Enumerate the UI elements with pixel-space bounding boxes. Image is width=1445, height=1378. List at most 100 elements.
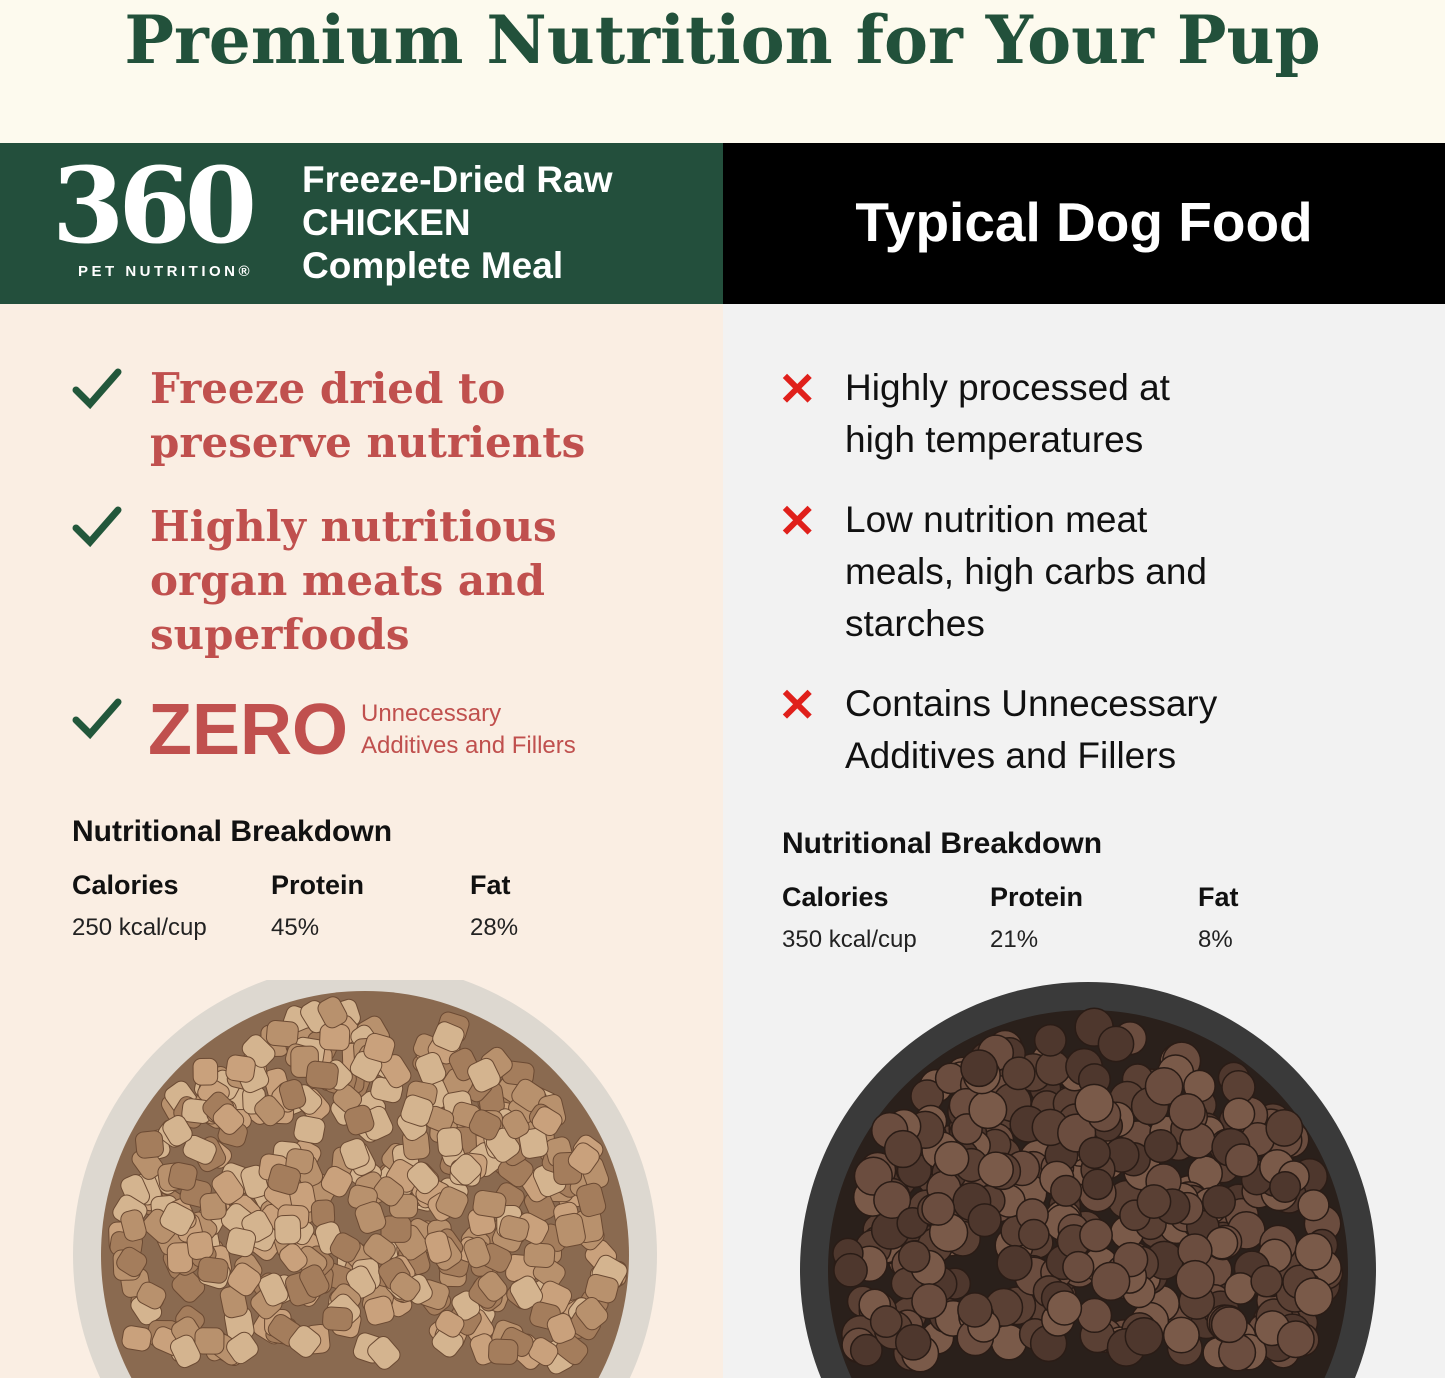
nutrition-value: 45% <box>271 914 320 941</box>
kibble-piece <box>1222 1097 1256 1131</box>
food-piece <box>192 1057 219 1086</box>
kibble-piece <box>1097 1025 1135 1063</box>
kibble-bowl-image <box>800 982 1376 1378</box>
nutrition-value: 28% <box>470 914 519 941</box>
food-piece <box>322 1306 353 1332</box>
kibble-piece <box>869 1305 903 1339</box>
freeze-dried-food-bowl-image <box>73 980 657 1378</box>
check-icon <box>72 506 122 548</box>
food-piece <box>435 1309 465 1338</box>
food-piece <box>159 1201 195 1236</box>
page-title: Premium Nutrition for Your Pup <box>124 1 1321 79</box>
benefit-line: Freeze dried to <box>150 364 506 413</box>
x-icon: ✕ <box>778 495 817 547</box>
competitor-title: Typical Dog Food <box>855 191 1313 253</box>
kibble-piece <box>1001 1056 1036 1091</box>
x-icon: ✕ <box>778 363 817 415</box>
kibble-piece <box>1018 1218 1050 1251</box>
food-piece <box>468 1109 502 1141</box>
kibble-piece <box>921 1192 956 1226</box>
food-piece <box>267 1163 301 1195</box>
food-piece <box>278 1079 307 1111</box>
food-piece <box>389 1271 421 1302</box>
kibble-piece <box>883 1129 923 1169</box>
drawback-line: high temperatures <box>845 419 1144 460</box>
nutrition-value: 8% <box>1198 926 1233 953</box>
food-piece <box>400 1094 434 1127</box>
food-piece <box>288 1325 322 1358</box>
food-piece <box>463 1236 491 1269</box>
nutrition-label: Protein <box>271 870 365 900</box>
food-piece <box>472 1189 507 1219</box>
food-piece <box>531 1106 563 1137</box>
food-piece <box>274 1214 302 1245</box>
kibble-piece <box>960 1049 999 1088</box>
food-piece <box>135 1130 164 1159</box>
kibble-piece <box>1076 1297 1113 1334</box>
kibble-piece <box>1046 1290 1083 1326</box>
drawback-item: Low nutrition meat meals, high carbs and… <box>845 494 1207 650</box>
food-piece <box>415 1052 447 1086</box>
drawback-line: starches <box>845 603 985 644</box>
food-piece <box>435 1186 469 1219</box>
food-piece <box>225 1054 256 1083</box>
kibble-piece <box>1143 1128 1178 1164</box>
food-piece <box>199 1192 227 1221</box>
food-piece <box>344 1104 375 1136</box>
kibble-piece <box>977 1151 1014 1188</box>
food-piece <box>498 1215 530 1242</box>
food-piece <box>354 1201 387 1234</box>
food-piece <box>162 1115 193 1147</box>
kibble-piece <box>1091 1261 1131 1302</box>
nutrition-value: 350 kcal/cup <box>782 926 917 953</box>
nutrition-label: Calories <box>782 882 889 912</box>
food-piece <box>212 1103 245 1135</box>
food-piece <box>363 1295 395 1326</box>
food-piece <box>501 1109 530 1140</box>
kibble-piece <box>996 1244 1033 1282</box>
kibble-piece <box>1250 1264 1283 1298</box>
food-piece <box>168 1162 198 1191</box>
food-piece <box>546 1313 576 1344</box>
benefit-item: Freeze dried to preserve nutrients <box>150 362 585 470</box>
drawback-line: meals, high carbs and <box>845 551 1207 592</box>
title-band <box>0 0 1445 143</box>
kibble-piece <box>911 1283 948 1320</box>
kibble-piece <box>1050 1174 1083 1207</box>
kibble-piece <box>894 1324 932 1361</box>
check-icon <box>72 368 122 410</box>
brand-logo: 360 <box>52 144 257 267</box>
food-piece <box>305 1060 339 1090</box>
zero-label: ZERO <box>148 690 349 770</box>
kibble-piece <box>1136 1184 1172 1219</box>
food-piece <box>432 1021 465 1053</box>
nutrition-heading: Nutritional Breakdown <box>72 815 393 848</box>
zero-line: Additives and Fillers <box>361 732 576 759</box>
food-piece <box>477 1270 508 1302</box>
kibble-piece <box>957 1292 993 1328</box>
product-line: Freeze-Dried Raw <box>302 159 613 200</box>
food-piece <box>197 1256 229 1284</box>
food-piece <box>363 1032 396 1063</box>
kibble-piece <box>1168 1093 1206 1131</box>
benefit-line: organ meats and <box>150 556 546 605</box>
kibble-piece <box>967 1203 1002 1238</box>
kibble-piece <box>1210 1306 1248 1344</box>
kibble-piece <box>1162 1316 1200 1354</box>
kibble-piece <box>1081 1168 1114 1201</box>
kibble-piece <box>1124 1316 1164 1356</box>
food-piece <box>488 1338 519 1365</box>
drawback-line: Additives and Fillers <box>845 735 1177 776</box>
food-piece <box>329 1232 361 1263</box>
kibble-piece <box>968 1090 1008 1130</box>
food-piece <box>293 1115 326 1145</box>
nutrition-value: 250 kcal/cup <box>72 914 207 941</box>
food-piece <box>567 1142 600 1175</box>
brand-logo-sub: PET NUTRITION® <box>78 263 254 280</box>
nutrition-heading: Nutritional Breakdown <box>782 827 1103 860</box>
benefit-item: Highly nutritious organ meats and superf… <box>150 500 557 662</box>
food-piece <box>225 1227 257 1258</box>
food-piece <box>226 1331 259 1365</box>
nutrition-label: Calories <box>72 870 179 900</box>
zero-detail: Unnecessary Additives and Fillers <box>361 698 576 762</box>
